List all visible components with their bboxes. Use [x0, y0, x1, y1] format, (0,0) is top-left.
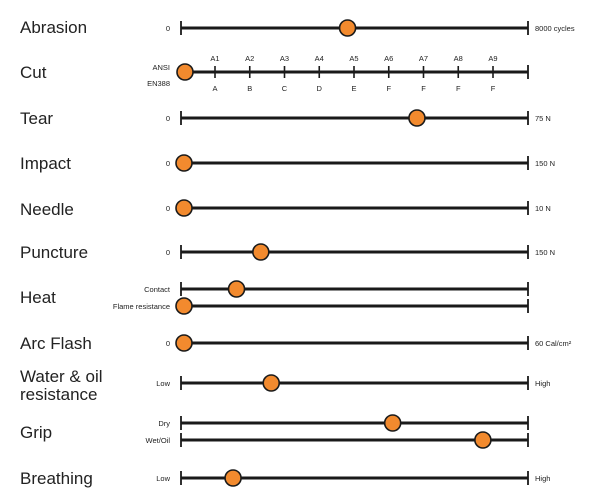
category-label: Tear — [20, 109, 53, 128]
sub-scale-label: Dry — [158, 419, 170, 428]
scale-min-label: 0 — [166, 204, 170, 213]
en388-tick-label: F — [491, 84, 496, 93]
category-label: Heat — [20, 288, 56, 307]
category-label: Needle — [20, 200, 74, 219]
rating-marker — [227, 280, 246, 298]
category-label: Water & oil — [20, 367, 103, 386]
en388-label: EN388 — [147, 79, 170, 88]
ansi-tick-label: A6 — [384, 54, 393, 63]
scale-max-label: High — [535, 379, 550, 388]
en388-tick-label: D — [317, 84, 323, 93]
en388-tick-label: A — [212, 84, 217, 93]
rating-marker — [252, 243, 270, 261]
en388-tick-label: F — [421, 84, 426, 93]
ansi-tick-label: A8 — [454, 54, 463, 63]
rating-marker — [175, 334, 193, 352]
category-label: resistance — [20, 385, 97, 404]
ansi-label: ANSI — [152, 63, 170, 72]
en388-tick-label: C — [282, 84, 288, 93]
scale-max-label: 60 Cal/cm² — [535, 339, 572, 348]
category-label: Puncture — [20, 243, 88, 262]
rating-marker — [408, 109, 426, 127]
rating-marker — [175, 154, 193, 172]
scale-min-label: 0 — [166, 339, 170, 348]
scale-max-label: 10 N — [535, 204, 551, 213]
scale-min-label: 0 — [166, 248, 170, 257]
en388-tick-label: F — [386, 84, 391, 93]
en388-tick-label: F — [456, 84, 461, 93]
category-label: Breathing — [20, 469, 93, 488]
scale-min-label: 0 — [166, 159, 170, 168]
category-label: Grip — [20, 423, 52, 442]
scale-min-label: 0 — [166, 24, 170, 33]
rating-marker — [262, 374, 281, 392]
category-label: Cut — [20, 63, 47, 82]
scale-max-label: 8000 cycles — [535, 24, 575, 33]
scale-min-label: 0 — [166, 114, 170, 123]
rating-marker — [175, 297, 193, 315]
category-label: Abrasion — [20, 18, 87, 37]
ansi-tick-label: A9 — [488, 54, 497, 63]
rating-marker — [474, 431, 492, 449]
rating-marker — [224, 469, 242, 487]
category-label: Impact — [20, 154, 71, 173]
ansi-tick-label: A1 — [210, 54, 219, 63]
scale-max-label: 150 N — [535, 159, 555, 168]
ansi-tick-label: A7 — [419, 54, 428, 63]
rating-marker — [175, 199, 193, 217]
category-label: Arc Flash — [20, 334, 92, 353]
rating-marker — [383, 414, 402, 432]
sub-scale-label: Contact — [144, 285, 171, 294]
scale-min-label: Low — [156, 379, 170, 388]
rating-marker — [338, 19, 357, 37]
scale-max-label: 75 N — [535, 114, 551, 123]
en388-tick-label: E — [351, 84, 356, 93]
scale-min-label: Low — [156, 474, 170, 483]
sub-scale-label: Wet/Oil — [146, 436, 171, 445]
sub-scale-label: Flame resistance — [113, 302, 170, 311]
en388-tick-label: B — [247, 84, 252, 93]
scale-max-label: 150 N — [535, 248, 555, 257]
ansi-tick-label: A2 — [245, 54, 254, 63]
scale-max-label: High — [535, 474, 550, 483]
ansi-tick-label: A3 — [280, 54, 289, 63]
ansi-tick-label: A5 — [349, 54, 358, 63]
rating-marker — [176, 63, 194, 81]
ansi-tick-label: A4 — [315, 54, 324, 63]
